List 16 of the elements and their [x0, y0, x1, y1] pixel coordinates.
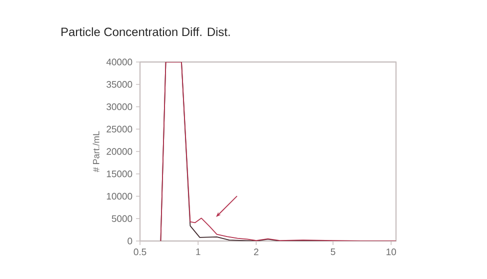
y-tick-label: 15000	[106, 170, 132, 178]
y-axis-title: # Part./mL	[92, 131, 100, 172]
y-tick-label: 5000	[112, 215, 132, 222]
y-tick-label: 35000	[106, 81, 132, 88]
x-tick-label: 2	[254, 248, 258, 256]
y-tick-label: 40000	[106, 58, 132, 66]
y-tick-label: 0	[128, 238, 132, 244]
x-tick-label: 10	[386, 248, 396, 256]
chart-title: Particle Concentration Diff. Dist.	[62, 27, 230, 36]
x-tick-label: 5	[330, 248, 336, 256]
y-tick-label: 20000	[106, 148, 132, 155]
y-tick-label: 25000	[106, 126, 132, 132]
y-tick-label: 10000	[106, 192, 132, 200]
y-tick-label: 30000	[106, 103, 132, 110]
x-tick-label: 1	[196, 248, 200, 256]
x-tick-label: 0.5	[134, 248, 146, 256]
